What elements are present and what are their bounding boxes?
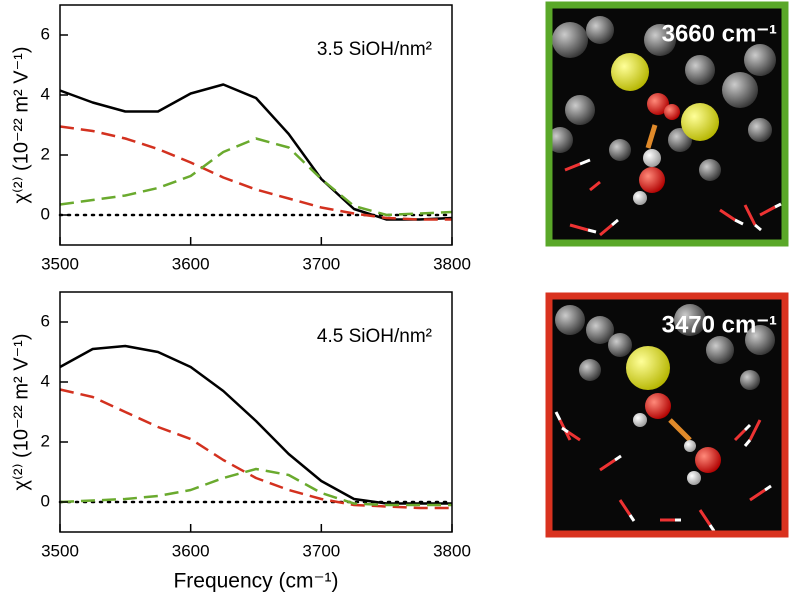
plot-frame xyxy=(59,291,453,533)
panel-label: 3660 cm⁻¹ xyxy=(662,20,777,47)
y-tick-label: 0 xyxy=(41,204,50,223)
x-tick-label: 3800 xyxy=(433,254,471,273)
y-tick-label: 6 xyxy=(41,311,50,330)
molecule-art xyxy=(554,304,775,532)
data-line xyxy=(59,344,452,505)
y-tick-label: 2 xyxy=(41,144,50,163)
x-tick-label: 3500 xyxy=(41,254,79,273)
x-tick-label: 3700 xyxy=(302,541,340,560)
data-line xyxy=(59,467,452,507)
x-tick-label: 3600 xyxy=(172,254,210,273)
plot-frame xyxy=(59,4,453,246)
x-tick-label: 3700 xyxy=(302,254,340,273)
data-line xyxy=(59,83,453,221)
annotation: 4.5 SiOH/nm² xyxy=(317,326,432,347)
data-line xyxy=(59,388,452,510)
y-axis-label: χ⁽²⁾ (10⁻²² m² V⁻¹) xyxy=(10,334,32,491)
y-tick-label: 4 xyxy=(41,84,50,103)
x-tick-label: 3500 xyxy=(41,541,79,560)
panel-label: 3470 cm⁻¹ xyxy=(662,311,777,338)
plot: 0 2 4 6 3500 3600 3700 3800 4.5 SiOH/nm² χ⁽²⁾ (10… xyxy=(10,291,471,593)
panel-border xyxy=(545,1,789,247)
snapshot-panel: 3470 cm⁻¹ xyxy=(545,292,789,538)
plot: 0 2 4 6 3500 3600 3700 3800 3.5 SiOH/nm² χ⁽²⁾ (10… xyxy=(10,4,471,273)
x-tick-label: 3600 xyxy=(172,541,210,560)
data-line xyxy=(59,137,453,217)
y-tick-label: 6 xyxy=(41,24,50,43)
data-line xyxy=(59,125,452,221)
panel-border xyxy=(545,292,789,538)
snapshot-panel: 3660 cm⁻¹ xyxy=(545,1,789,247)
x-axis-label: Frequency (cm⁻¹) xyxy=(173,570,338,593)
annotation: 3.5 SiOH/nm² xyxy=(317,39,432,60)
y-tick-label: 0 xyxy=(41,491,50,510)
y-tick-label: 2 xyxy=(41,431,50,450)
molecule-art xyxy=(547,16,782,237)
y-tick-label: 4 xyxy=(41,371,50,390)
y-axis-label: χ⁽²⁾ (10⁻²² m² V⁻¹) xyxy=(10,47,32,204)
x-tick-label: 3800 xyxy=(433,541,471,560)
